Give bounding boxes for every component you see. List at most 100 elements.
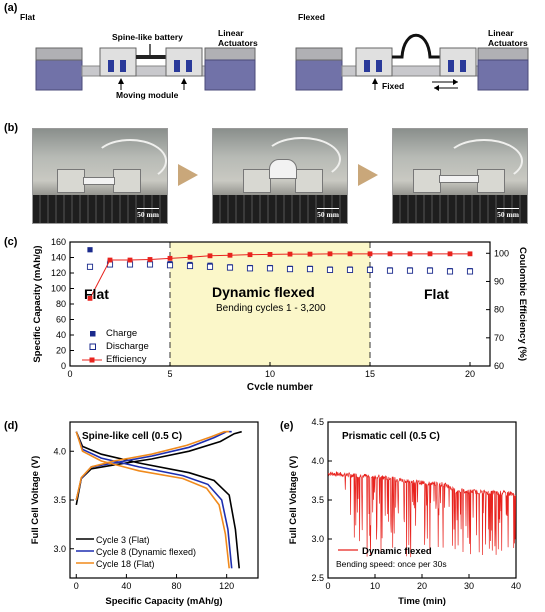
x-tick-label-d: 120 <box>219 581 234 591</box>
region-dynamic-sub: Bending cycles 1 - 3,200 <box>216 303 326 314</box>
efficiency-point <box>387 251 393 257</box>
arrow-2 <box>358 164 378 186</box>
x-tick-label-e: 10 <box>370 581 380 591</box>
y-tick-label-e: 3.0 <box>311 534 324 544</box>
chart-e: 0 10 20 30 40 2.5 3.0 3.5 4.0 4.5 Time (min) Full C… <box>288 417 521 607</box>
discharge-curve <box>75 431 240 569</box>
discharge-point <box>426 267 434 274</box>
efficiency-point <box>127 257 133 263</box>
y-tick-label-e: 4.0 <box>311 456 324 466</box>
x-axis-title-c: Cycle number <box>247 382 313 390</box>
discharge-point <box>86 263 94 270</box>
efficiency-point <box>467 251 473 257</box>
efficiency-line <box>89 253 470 299</box>
discharge-point <box>126 261 134 268</box>
panel-a-diagram <box>35 33 529 91</box>
photo-flat-start: 50 mm <box>32 128 168 224</box>
efficiency-point <box>327 251 333 257</box>
y-tick-label-c: 0 <box>61 361 66 371</box>
x-tick-label-d: 80 <box>172 581 182 591</box>
efficiency-point <box>307 251 313 257</box>
panel-d-label: (d) <box>4 420 19 432</box>
efficiency-point <box>147 257 153 262</box>
x-axis-title-d: Specific Capacity (mAh/g) <box>105 596 222 607</box>
legend-c-efficiency: Efficiency <box>106 354 147 365</box>
charge-curve <box>75 430 230 501</box>
region-flat-right: Flat <box>424 286 449 302</box>
x-tick-label-e: 40 <box>511 581 521 591</box>
efficiency-point <box>407 251 413 257</box>
efficiency-point <box>87 295 93 301</box>
x-tick-label-d: 40 <box>121 581 131 591</box>
efficiency-point <box>167 255 173 261</box>
y-tick-label-c: 20 <box>56 346 66 356</box>
y-tick-label-e: 2.5 <box>311 573 324 583</box>
discharge-point <box>266 265 274 272</box>
efficiency-point <box>267 252 273 257</box>
y-tick-label-d: 4.0 <box>53 446 66 456</box>
y2-axis-title-c: Coulombic Efficiency (%) <box>517 247 528 361</box>
panel-b-label: (b) <box>4 122 19 134</box>
spine-battery-label: Spine-like battery <box>112 32 183 42</box>
photo-flat-end: 50 mm <box>392 128 528 224</box>
efficiency-point <box>247 252 253 258</box>
discharge-point <box>186 262 194 270</box>
y-tick-label-c: 60 <box>56 315 66 325</box>
x-tick-label-d: 0 <box>74 581 79 591</box>
x-tick-label-e: 30 <box>464 581 474 591</box>
discharge-point <box>206 263 214 270</box>
y2-tick-label-c: 70 <box>494 333 504 343</box>
arrow-1 <box>178 164 198 186</box>
legend-c-charge-marker <box>90 331 96 337</box>
discharge-point <box>406 267 414 274</box>
efficiency-point <box>427 251 433 257</box>
legend-d-cycle18: Cycle 18 (Flat) <box>96 559 155 569</box>
y-tick-label-c: 100 <box>51 284 66 294</box>
panel-e-note: Bending speed: once per 30s <box>336 559 447 569</box>
y2-tick-label-c: 80 <box>494 305 504 315</box>
efficiency-point <box>107 257 113 263</box>
y-tick-label-c: 80 <box>56 299 66 309</box>
discharge-point <box>246 265 254 272</box>
y-tick-label-e: 4.5 <box>311 417 324 427</box>
discharge-point <box>286 266 294 273</box>
y2-tick-label-c: 60 <box>494 361 504 371</box>
panel-e-label: (e) <box>280 420 294 432</box>
scale-bar-2: 50 mm <box>317 208 339 219</box>
x-tick-label-c: 0 <box>67 369 72 379</box>
y-tick-label-e: 3.5 <box>311 495 324 505</box>
flexed-title: Flexed <box>298 12 325 22</box>
x-tick-label-e: 20 <box>417 581 427 591</box>
legend-c-charge: Charge <box>106 328 138 339</box>
panel-e-title: Prismatic cell (0.5 C) <box>342 431 440 442</box>
y2-tick-label-c: 90 <box>494 276 504 286</box>
region-dynamic: Dynamic flexed <box>212 284 315 300</box>
panel-a-label: (a) <box>4 2 18 14</box>
legend-d-cycle8: Cycle 8 (Dynamic flexed) <box>96 547 197 557</box>
x-tick-label-c: 15 <box>365 369 375 379</box>
discharge-point <box>446 268 454 275</box>
y-tick-label-c: 40 <box>56 330 66 340</box>
scale-bar-1: 50 mm <box>137 208 159 219</box>
efficiency-point <box>447 251 453 257</box>
y-tick-label-d: 3.0 <box>53 544 66 554</box>
y-tick-label-d: 3.5 <box>53 495 66 505</box>
y-axis-title-e: Full Cell Voltage (V) <box>288 456 299 545</box>
y-tick-label-c: 140 <box>51 253 66 263</box>
photo-flexed: 50 mm <box>212 128 348 224</box>
scale-bar-3: 50 mm <box>497 208 519 219</box>
flexed-setup <box>295 33 529 91</box>
x-axis-title-e: Time (min) <box>398 596 446 607</box>
linear-actuators-right-label: Linear Actuators <box>488 28 528 48</box>
charge-point <box>87 247 93 253</box>
dynamic-region <box>170 242 370 366</box>
legend-d-cycle3: Cycle 3 (Flat) <box>96 535 150 545</box>
y-axis-title-d: Full Cell Voltage (V) <box>30 456 41 545</box>
panel-c-label: (c) <box>4 236 18 248</box>
legend-c-efficiency-marker <box>89 357 95 363</box>
moving-module-label: Moving module <box>116 90 179 100</box>
discharge-point <box>326 266 334 273</box>
efficiency-point <box>287 251 293 257</box>
discharge-point <box>386 267 394 274</box>
discharge-point <box>366 266 374 273</box>
